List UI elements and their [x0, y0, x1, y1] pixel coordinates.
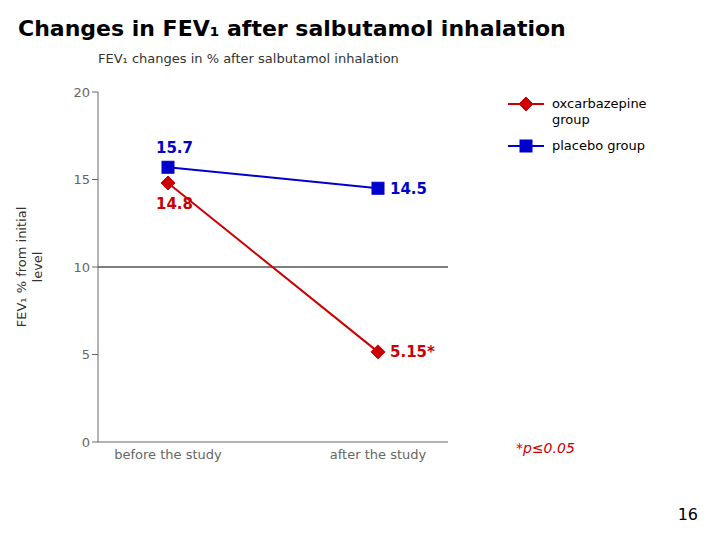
- html-text:oxcarbazepine group: oxcarbazepine group: [552, 96, 647, 127]
- svg-text:before the study: before the study: [114, 447, 222, 462]
- svg-text:15.7: 15.7: [156, 139, 193, 157]
- svg-text:10: 10: [73, 260, 90, 275]
- svg-text:14.8: 14.8: [156, 195, 193, 213]
- html-text:FEV₁ changes in % after salbut: FEV₁ changes in % after salbutamol inhal…: [98, 51, 399, 66]
- svg-text:15: 15: [73, 172, 90, 187]
- html-text:*p≤0.05: *p≤0.05: [516, 440, 575, 456]
- html-text:Changes in FEV₁ after salbutam: Changes in FEV₁ after salbutamol inhalat…: [18, 16, 566, 41]
- svg-text:20: 20: [73, 85, 90, 100]
- svg-text:5: 5: [82, 347, 90, 362]
- html-text:placebo group: placebo group: [552, 138, 646, 153]
- svg-text:5.15*: 5.15*: [390, 343, 435, 361]
- svg-text:14.5: 14.5: [390, 180, 427, 198]
- svg-text:0: 0: [82, 435, 90, 450]
- svg-text:FEV₁ % from initiallevel: FEV₁ % from initiallevel: [14, 207, 45, 328]
- html-text:16: 16: [677, 505, 698, 524]
- svg-text:after the study: after the study: [330, 447, 427, 462]
